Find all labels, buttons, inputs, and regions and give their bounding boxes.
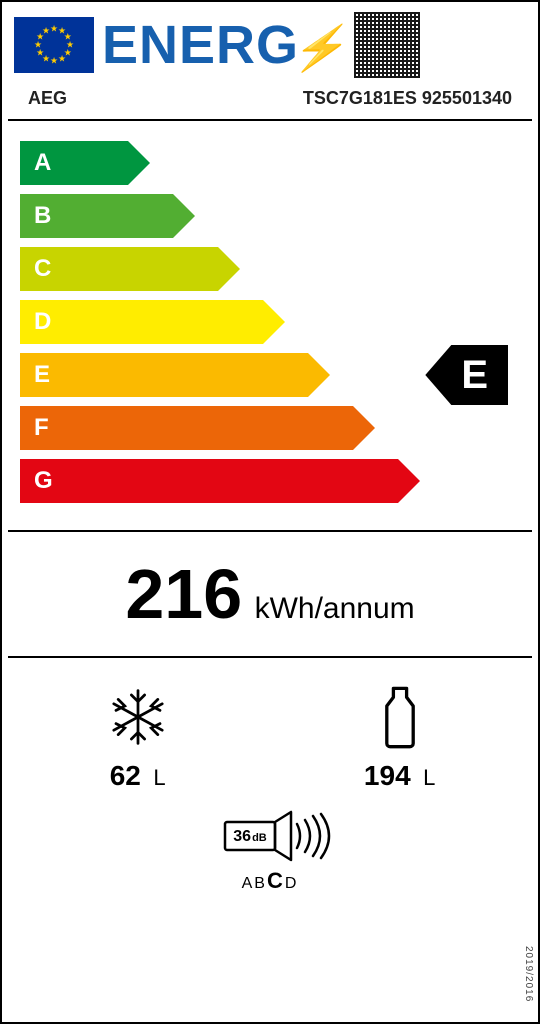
fridge-compartment: 194 L <box>364 684 435 792</box>
energy-word: ENERG <box>102 15 299 75</box>
energy-title: ENERG⚡ <box>102 14 346 76</box>
svg-text:36dB: 36dB <box>233 828 267 845</box>
fridge-unit: L <box>423 765 435 790</box>
scale-row-e: EE <box>20 353 520 397</box>
scale-row-d: D <box>20 300 520 344</box>
efficiency-scale: ABCDEEFG <box>8 121 532 532</box>
noise-classes: ABCD <box>2 868 538 894</box>
scale-row-c: C <box>20 247 520 291</box>
scale-arrow: F <box>20 406 375 450</box>
scale-arrow: E <box>20 353 330 397</box>
noise-class-b: B <box>254 875 267 892</box>
regulation-number: 2019/2016 <box>523 946 534 1002</box>
freezer-value: 62 <box>110 760 141 791</box>
scale-arrow: A <box>20 141 150 185</box>
brand-model-row: AEG TSC7G181ES 925501340 <box>8 84 532 121</box>
bottle-icon <box>377 684 423 750</box>
snowflake-icon <box>105 684 171 750</box>
scale-row-b: B <box>20 194 520 238</box>
scale-arrow: D <box>20 300 285 344</box>
rating-badge: E <box>425 345 508 405</box>
noise-class-a: A <box>242 875 255 892</box>
consumption-value: 216 <box>125 555 242 633</box>
header-row: ★★★★★★★★★★★★ ENERG⚡ <box>2 2 538 84</box>
freezer-compartment: 62 L <box>105 684 171 792</box>
consumption-unit: kWh/annum <box>255 592 415 625</box>
freezer-unit: L <box>153 765 165 790</box>
fridge-value: 194 <box>364 760 411 791</box>
brand-name: AEG <box>28 88 67 109</box>
scale-arrow: G <box>20 459 420 503</box>
model-number: TSC7G181ES 925501340 <box>303 88 512 109</box>
scale-row-g: G <box>20 459 520 503</box>
eu-flag-icon: ★★★★★★★★★★★★ <box>14 17 94 73</box>
scale-arrow: B <box>20 194 195 238</box>
compartments-row: 62 L 194 L <box>8 658 532 802</box>
noise-row: 36dB ABCD <box>2 802 538 908</box>
speaker-icon: 36dB <box>195 808 345 864</box>
scale-row-f: F <box>20 406 520 450</box>
noise-class-c: C <box>267 868 285 893</box>
scale-row-a: A <box>20 141 520 185</box>
bolt-icon: ⚡ <box>291 24 346 73</box>
noise-class-d: D <box>285 875 299 892</box>
scale-arrow: C <box>20 247 240 291</box>
consumption-row: 216 kWh/annum <box>8 532 532 658</box>
qr-code-icon <box>354 12 420 78</box>
